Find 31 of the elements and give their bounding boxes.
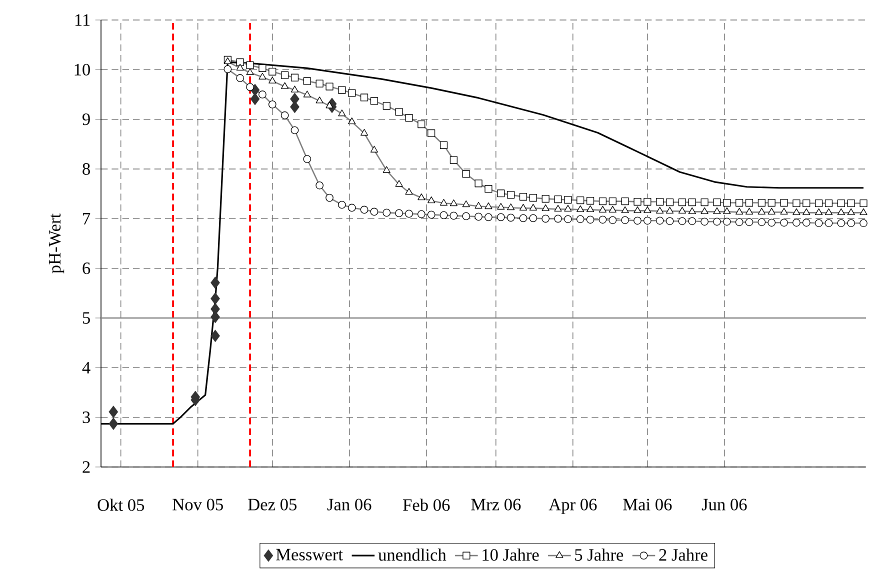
y-tick-label: 5 xyxy=(82,312,90,324)
point xyxy=(210,330,220,342)
legend-label: 10 Jahre xyxy=(482,548,539,561)
point xyxy=(210,292,220,305)
y-tick-label: 11 xyxy=(75,14,90,26)
y-tick-label: 8 xyxy=(82,163,90,175)
x-tick-label: Nov 05 xyxy=(172,498,223,510)
point xyxy=(250,92,260,106)
y-axis-title: pH-Wert xyxy=(49,213,64,274)
x-tick-label: Jan 06 xyxy=(327,498,372,510)
x-tick-label: Apr 06 xyxy=(548,498,597,514)
y-tick-label: 6 xyxy=(82,262,90,274)
x-tick-label: Mrz 06 xyxy=(471,498,521,510)
y-tick-label: 2 xyxy=(82,461,90,473)
x-tick-label: Okt 05 xyxy=(98,498,144,511)
legend-label: 5 Jahre xyxy=(575,548,624,561)
legend-label: Messwert xyxy=(276,548,343,560)
legend-label: unendlich xyxy=(378,548,446,561)
x-tick-label: Feb 06 xyxy=(403,498,450,511)
y-tick-label: 10 xyxy=(74,64,90,76)
y-tick-label: 7 xyxy=(83,212,90,224)
point xyxy=(210,276,220,289)
point xyxy=(108,418,118,430)
x-tick-label: Mai 06 xyxy=(623,498,672,510)
point xyxy=(108,406,118,418)
x-tick-label: Dez 05 xyxy=(248,498,296,510)
x-tick-label: Jun 06 xyxy=(702,498,747,510)
y-tick-label: 4 xyxy=(82,362,90,374)
y-tick-label: 3 xyxy=(82,411,90,424)
legend-label: 2 Jahre xyxy=(659,548,708,561)
y-tick-label: 9 xyxy=(82,114,90,126)
